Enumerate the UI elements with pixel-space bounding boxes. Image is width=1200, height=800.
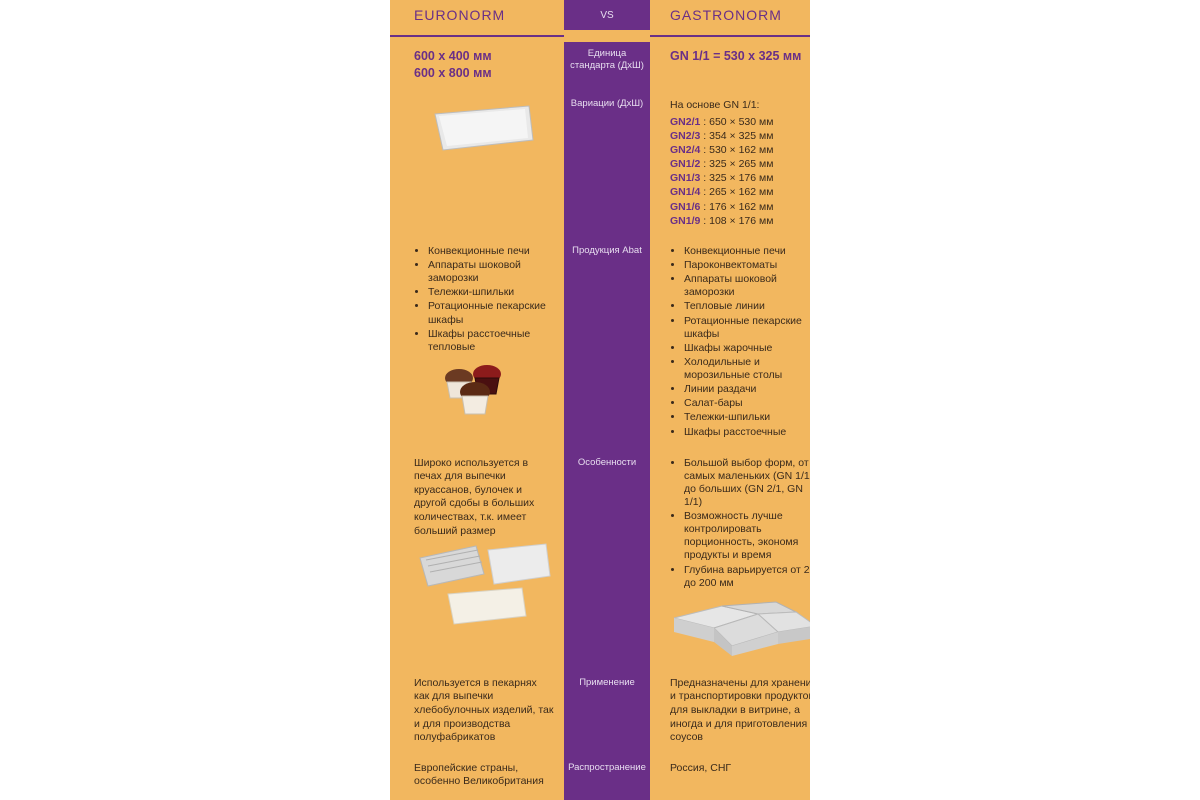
- baking-trays-icon: [414, 540, 554, 630]
- abat-left: Конвекционные печиАппараты шоковой замор…: [390, 239, 564, 451]
- abat-left-item: Шкафы расстоечные тепловые: [428, 328, 554, 354]
- label-spread: Распространение: [564, 756, 650, 800]
- abat-right-item: Ротационные пекарские шкафы: [684, 315, 810, 341]
- usage-left: Используется в пекарнях как для выпечки …: [390, 671, 564, 756]
- spread-left: Европейские страны, особенно Великобрита…: [390, 756, 564, 800]
- abat-right-item: Холодильные и морозильные столы: [684, 356, 810, 382]
- abat-right-item: Шкафы жарочные: [684, 342, 810, 355]
- feature-right-item: Возможность лучше контролировать порцион…: [684, 510, 810, 563]
- abat-left-item: Ротационные пекарские шкафы: [428, 300, 554, 326]
- gn-variation: GN1/4 : 265 × 162 мм: [670, 185, 810, 199]
- header-vs: VS: [564, 0, 650, 30]
- feature-right-item: Большой выбор форм, от самых маленьких (…: [684, 457, 810, 510]
- abat-left-item: Тележки-шпильки: [428, 286, 554, 299]
- gn-variation: GN2/3 : 354 × 325 мм: [670, 129, 810, 143]
- abat-right-item: Шкафы расстоечные: [684, 426, 810, 439]
- gn-variation: GN1/2 : 325 × 265 мм: [670, 157, 810, 171]
- gn-pans-icon: [670, 592, 810, 660]
- gn-variation: GN1/6 : 176 × 162 мм: [670, 200, 810, 214]
- header-left: EURONORM: [390, 0, 564, 30]
- abat-left-item: Аппараты шоковой заморозки: [428, 259, 554, 285]
- std-right: GN 1/1 = 530 x 325 мм: [650, 42, 810, 93]
- gn-variation: GN2/4 : 530 × 162 мм: [670, 143, 810, 157]
- divider: [390, 35, 564, 37]
- abat-right-item: Тележки-шпильки: [684, 411, 810, 424]
- label-usage: Применение: [564, 671, 650, 756]
- label-variations: Вариации (ДхШ): [564, 92, 650, 238]
- label-std-unit: Единица стандарта (ДхШ): [564, 42, 650, 93]
- comparison-infographic: EURONORM VS GASTRONORM 600 x 400 мм 600 …: [390, 0, 810, 800]
- abat-right: Конвекционные печиПароконвектоматыАппара…: [650, 239, 810, 451]
- features-left: Широко используется в печах для выпечки …: [390, 451, 564, 671]
- spread-right: Россия, СНГ: [650, 756, 810, 800]
- abat-right-item: Аппараты шоковой заморозки: [684, 273, 810, 299]
- features-right: Большой выбор форм, от самых маленьких (…: [650, 451, 810, 671]
- variations-left: [390, 92, 564, 238]
- variations-right: На основе GN 1/1:GN2/1 : 650 × 530 ммGN2…: [650, 92, 810, 238]
- abat-right-item: Тепловые линии: [684, 300, 810, 313]
- feature-right-item: Глубина варьируется от 20 до 200 мм: [684, 564, 810, 590]
- usage-right: Предназначены для хранения и транспортир…: [650, 671, 810, 756]
- abat-right-item: Линии раздачи: [684, 383, 810, 396]
- abat-right-item: Конвекционные печи: [684, 245, 810, 258]
- header-right: GASTRONORM: [650, 0, 810, 30]
- label-features: Особенности: [564, 451, 650, 671]
- abat-right-item: Салат-бары: [684, 397, 810, 410]
- gn-variation: GN1/9 : 108 × 176 мм: [670, 214, 810, 228]
- label-abat: Продукция Abat: [564, 239, 650, 451]
- tray-icon: [429, 102, 539, 156]
- gn-intro: На основе GN 1/1:: [670, 98, 810, 112]
- divider: [650, 35, 810, 37]
- abat-left-item: Конвекционные печи: [428, 245, 554, 258]
- std-left: 600 x 400 мм 600 x 800 мм: [390, 42, 564, 93]
- cupcakes-icon: [439, 360, 529, 420]
- abat-right-item: Пароконвектоматы: [684, 259, 810, 272]
- gn-variation: GN2/1 : 650 × 530 мм: [670, 115, 810, 129]
- gn-variation: GN1/3 : 325 × 176 мм: [670, 171, 810, 185]
